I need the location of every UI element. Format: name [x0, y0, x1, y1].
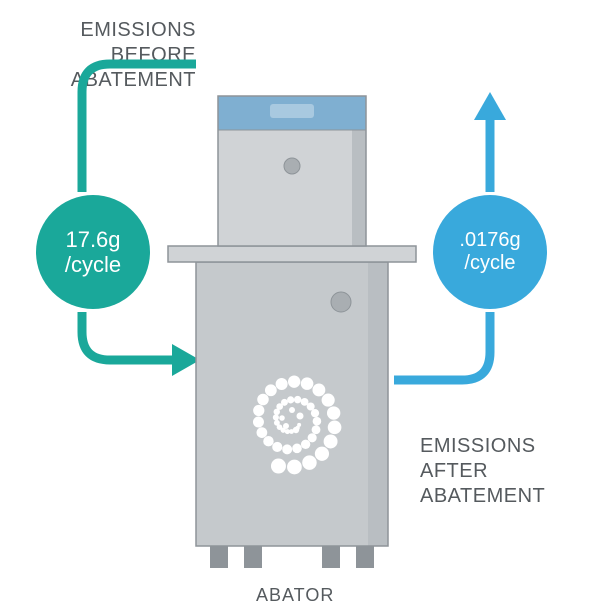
bubble-before-value: 17.6g: [65, 227, 120, 252]
bubble-before: 17.6g/cycle: [36, 195, 150, 309]
bubble-after-value: .0176g: [459, 229, 520, 251]
device-foot-3: [356, 546, 374, 568]
top-display: [270, 104, 314, 118]
device-foot-1: [244, 546, 262, 568]
bubble-after-unit: /cycle: [464, 252, 515, 274]
base-knob: [331, 292, 351, 312]
top-knob: [284, 158, 300, 174]
base-side: [368, 262, 388, 546]
device-foot-2: [322, 546, 340, 568]
device-shelf: [168, 246, 416, 262]
bubble-before-unit: /cycle: [65, 252, 121, 277]
top-band-side: [352, 96, 366, 130]
device-foot-0: [210, 546, 228, 568]
bubble-after: .0176g/cycle: [433, 195, 547, 309]
